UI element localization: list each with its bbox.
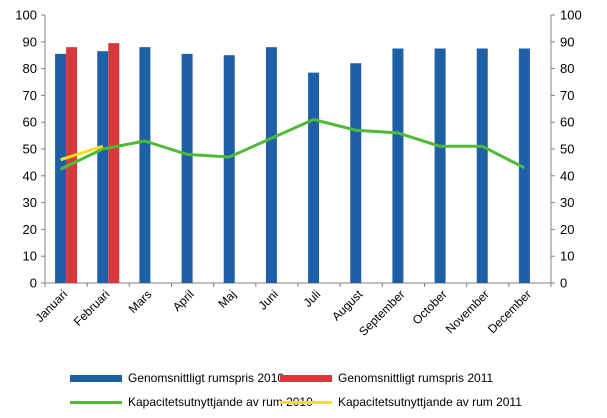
y-tick-label-right: 60 bbox=[560, 115, 574, 130]
bar bbox=[139, 47, 151, 283]
y-tick-label-right: 70 bbox=[560, 88, 574, 103]
legend-label: Kapacitetsutnyttjande av rum 2010 bbox=[128, 395, 313, 409]
x-tick-label: October bbox=[410, 287, 450, 327]
x-tick-label: Juli bbox=[301, 287, 324, 310]
bar bbox=[518, 48, 530, 283]
bar bbox=[308, 72, 320, 284]
legend-swatch-bar-2010 bbox=[70, 374, 122, 382]
y-tick-label-left: 30 bbox=[23, 195, 37, 210]
y-tick-label-left: 20 bbox=[23, 222, 37, 237]
y-tick-label-right: 30 bbox=[560, 195, 574, 210]
y-tick-label-left: 0 bbox=[30, 276, 37, 291]
series-line-2010 bbox=[59, 118, 526, 171]
legend-swatch-bar-2011 bbox=[280, 374, 332, 382]
bar bbox=[97, 51, 109, 284]
x-tick-label: August bbox=[329, 287, 366, 324]
legend-label: Genomsnittligt rumspris 2011 bbox=[338, 371, 494, 385]
y-tick-label-left: 90 bbox=[23, 34, 37, 49]
legend-item-bar-2011: Genomsnittligt rumspris 2011 bbox=[280, 370, 493, 386]
bar bbox=[108, 43, 120, 283]
x-tick-label: Juni bbox=[256, 287, 281, 312]
y-tick-label-right: 20 bbox=[560, 222, 574, 237]
x-tick-label: September bbox=[356, 287, 407, 338]
y-tick-label-left: 10 bbox=[23, 249, 37, 264]
legend-swatch-line-2010 bbox=[70, 400, 122, 404]
legend-swatch-line-2011 bbox=[280, 400, 332, 404]
y-tick-label-right: 0 bbox=[560, 276, 567, 291]
x-tick-label: April bbox=[170, 287, 197, 314]
bar bbox=[476, 48, 488, 283]
y-tick-label-right: 10 bbox=[560, 249, 574, 264]
y-tick-label-left: 50 bbox=[23, 142, 37, 157]
x-tick-label: Januari bbox=[32, 287, 70, 325]
x-tick-label: November bbox=[443, 287, 492, 336]
y-tick-label-right: 80 bbox=[560, 61, 574, 76]
legend-label: Genomsnittligt rumspris 2010 bbox=[128, 371, 285, 385]
bar bbox=[350, 63, 362, 283]
y-tick-label-right: 50 bbox=[560, 142, 574, 157]
y-tick-label-left: 100 bbox=[15, 8, 37, 23]
bar bbox=[434, 48, 446, 283]
bar bbox=[392, 48, 404, 283]
legend-item-line-2010: Kapacitetsutnyttjande av rum 2010 bbox=[70, 394, 313, 410]
legend-label: Kapacitetsutnyttjande av rum 2011 bbox=[338, 395, 522, 409]
y-tick-label-right: 40 bbox=[560, 168, 574, 183]
x-tick-label: December bbox=[485, 287, 534, 336]
bar bbox=[181, 53, 193, 283]
x-tick-label: Mars bbox=[126, 287, 155, 316]
y-tick-label-left: 60 bbox=[23, 115, 37, 130]
y-tick-label-right: 90 bbox=[560, 34, 574, 49]
legend-item-bar-2010: Genomsnittligt rumspris 2010 bbox=[70, 370, 284, 386]
bar bbox=[223, 55, 235, 284]
y-tick-label-left: 70 bbox=[23, 88, 37, 103]
x-tick-label: Maj bbox=[215, 287, 239, 311]
chart-legend: Genomsnittligt rumspris 2010 Genomsnittl… bbox=[0, 366, 607, 418]
y-tick-label-left: 40 bbox=[23, 168, 37, 183]
bar bbox=[265, 47, 277, 283]
legend-item-line-2011: Kapacitetsutnyttjande av rum 2011 bbox=[280, 394, 522, 410]
y-tick-label-right: 100 bbox=[560, 8, 582, 23]
chart-plot: 0 0 10 10 20 20 30 30 40 40 50 50 60 60 70 70 80 80 90 90 10… bbox=[15, 8, 582, 339]
y-tick-label-left: 80 bbox=[23, 61, 37, 76]
x-tick-label: Februari bbox=[71, 287, 112, 328]
series-line-2011 bbox=[60, 144, 104, 162]
